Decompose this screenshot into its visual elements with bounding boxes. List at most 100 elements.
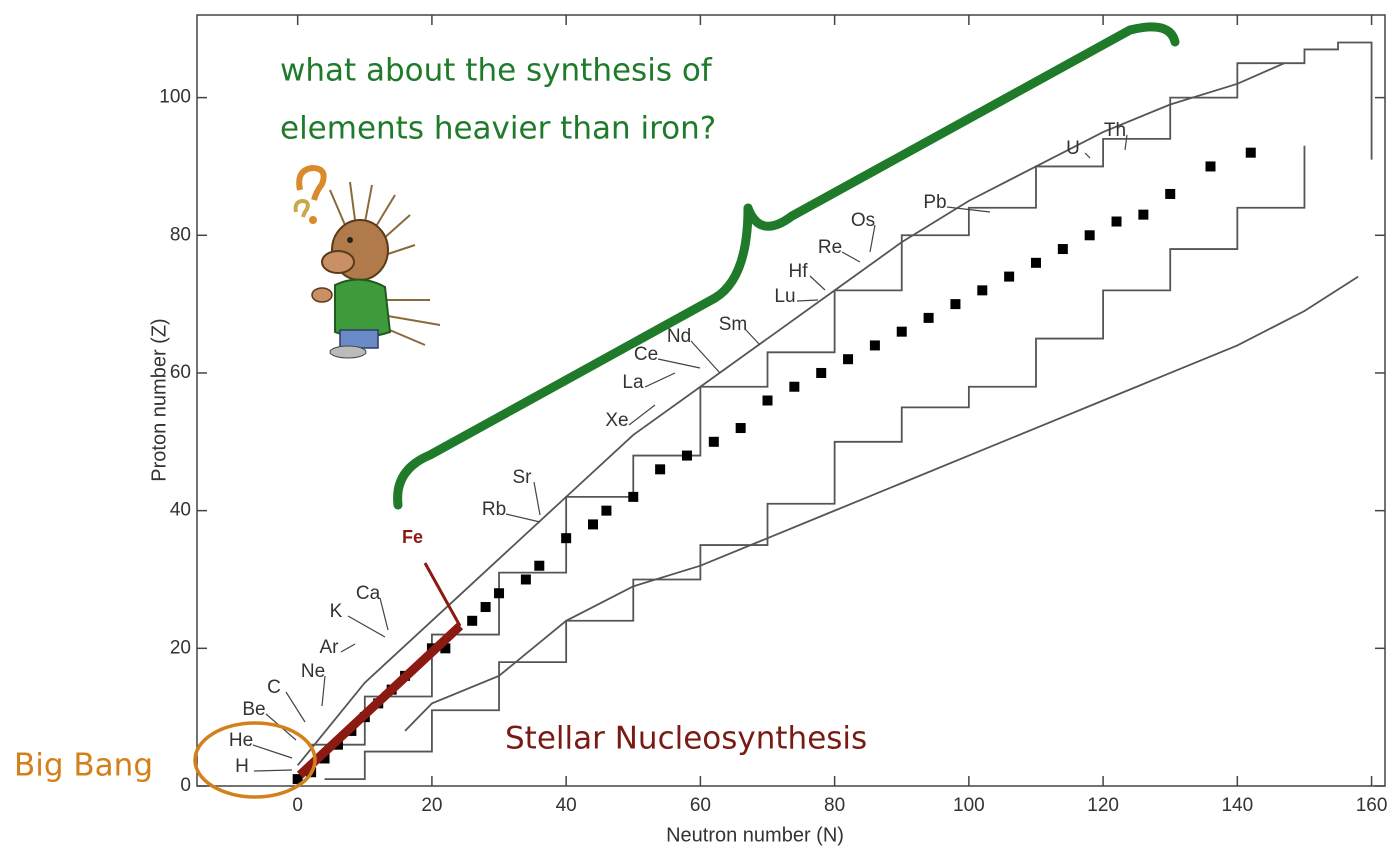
stable-nucleus [843,354,854,365]
element-leader [628,404,656,426]
stable-nucleus [588,519,598,530]
plot-frame [196,14,1386,787]
stable-nucleus [708,436,719,447]
stable-nucleus [977,285,988,296]
shoe [329,345,367,359]
element-label: Ar [320,637,340,658]
question-mark [296,164,327,201]
element-leader [321,675,326,707]
jeans [339,329,379,349]
stable-nucleus [923,312,934,323]
y-tick-label: 100 [159,87,191,108]
element-leader [946,206,991,213]
element-label: Ne [301,661,325,682]
y-tick-label: 80 [170,224,191,245]
x-tick-label: 40 [556,795,577,816]
stable-nucleus [1111,216,1122,227]
stable-nucleus [735,423,746,434]
element-label: Xe [605,410,628,431]
element-label: He [229,730,253,751]
element-leader [1084,152,1091,159]
element-label: Hf [789,261,809,282]
question-dot [309,216,317,224]
stable-nucleus [1057,244,1068,255]
x-tick-label: 160 [1356,795,1388,816]
element-label: La [622,372,644,393]
element-leader [285,691,306,723]
hand [311,287,333,303]
nuclide-boundary [324,145,1306,781]
stable-nucleus [601,505,612,516]
y-tick-label: 20 [170,637,191,658]
element-label: Rb [482,499,506,520]
eye [347,237,353,243]
element-label: Ca [356,583,381,604]
snout [321,250,355,274]
stable-nucleus [628,491,639,502]
element-leader [1124,134,1128,151]
stable-nucleus [1165,188,1176,199]
stable-nucleus [292,774,303,785]
element-leader [533,481,541,516]
x-tick-label: 20 [421,795,442,816]
x-tick-label: 0 [292,795,303,816]
element-leader [869,224,876,253]
element-label: Pb [923,192,946,213]
x-tick-label: 140 [1221,795,1253,816]
element-leader [657,358,701,369]
element-label: Lu [774,286,795,307]
element-label: Sm [719,314,748,335]
element-leader [644,372,676,388]
nuclide-boundary [311,41,1373,746]
element-label: U [1066,138,1080,159]
element-label: Ce [634,344,658,365]
stable-nucleus [319,753,330,764]
stable-nucleus [467,615,478,626]
big-bang-label: Big Bang [14,748,153,784]
x-tick-label: 60 [690,795,711,816]
stable-nucleus [494,588,505,599]
question-line-1: what about the synthesis of [280,53,713,89]
x-tick-label: 120 [1087,795,1119,816]
element-label: K [330,601,343,622]
element-leader [253,769,293,772]
stable-nucleus [534,560,545,571]
x-tick-label: 100 [953,795,985,816]
stellar-label: Stellar Nucleosynthesis [505,721,867,757]
stable-nucleus [561,533,572,544]
stable-nucleus [1030,257,1041,268]
stable-nucleus [816,367,827,378]
element-leader [252,744,293,759]
stable-nucleus [1245,147,1256,158]
element-leader [841,251,861,263]
element-leader [809,275,826,291]
stable-nucleus [789,381,800,392]
question-mark-small [293,198,310,218]
iron-label: Fe [402,527,423,547]
stable-nucleus [1138,209,1149,220]
element-label: Th [1104,120,1126,141]
stable-nucleus [655,464,666,475]
element-label: Re [818,237,842,258]
stable-nucleus [1004,271,1015,282]
y-tick-label: 40 [170,500,191,521]
boundary-line [404,275,1359,732]
element-label: H [235,756,249,777]
stable-nucleus [440,643,451,654]
stable-nucleus [950,299,961,310]
brace [393,22,1180,510]
stable-nucleus [520,574,531,585]
x-axis-title: Neutron number (N) [666,824,844,846]
stable-nucleus [681,450,692,461]
element-label: Os [851,210,875,231]
element-leader [796,299,819,302]
stable-nucleus [1205,161,1216,172]
element-label: C [267,677,281,698]
y-tick-label: 60 [170,362,191,383]
element-leader [690,340,721,374]
cartoon [293,164,441,359]
x-tick-label: 80 [824,795,845,816]
boundary-line [296,62,1285,766]
